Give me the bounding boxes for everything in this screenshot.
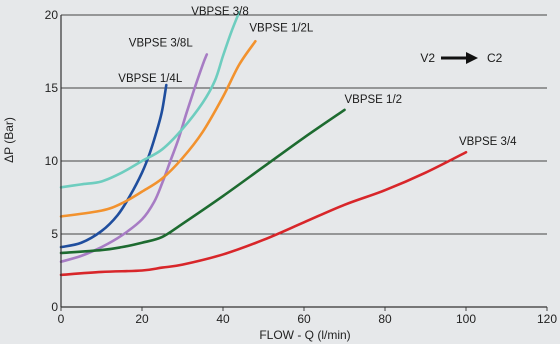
x-tick-label: 20 [135, 312, 149, 326]
x-tick-label: 80 [378, 312, 392, 326]
y-tick-label: 10 [45, 154, 59, 168]
series-line-vbpse-3-8 [59, 10, 241, 189]
x-tick-label: 0 [58, 312, 65, 326]
series-label-vbpse-1-2: VBPSE 1/2 [345, 94, 403, 106]
series-label-vbpse-1-4l: VBPSE 1/4L [118, 73, 183, 85]
annotation-from-label: V2 [420, 51, 435, 65]
axes [60, 15, 548, 311]
series-line-vbpse-1-4l [59, 83, 168, 249]
y-tick-label: 15 [45, 81, 59, 95]
series-label-vbpse-3-4: VBPSE 3/4 [459, 136, 517, 148]
x-axis-label: FLOW - Q (l/min) [259, 328, 350, 342]
series-line-vbpse-1-2 [59, 108, 346, 255]
series-label-vbpse-1-2l: VBPSE 1/2L [249, 22, 314, 34]
flow-direction-annotation: V2 C2 [420, 51, 502, 65]
annotation-arrow-head [466, 52, 478, 64]
y-tick-label: 20 [45, 8, 59, 22]
tick-labels: 0 5 10 15 20 0 20 40 60 80 100 120 [45, 8, 558, 326]
y-axis-label: ΔP (Bar) [2, 117, 16, 163]
series-label-vbpse-3-8l: VBPSE 3/8L [129, 37, 194, 49]
series-label-vbpse-3-8: VBPSE 3/8 [191, 6, 249, 18]
x-tick-label: 100 [456, 312, 476, 326]
series-line-vbpse-3-8l [59, 53, 209, 264]
y-tick-label: 5 [51, 227, 58, 241]
series-lines [59, 10, 468, 277]
x-tick-label: 60 [297, 312, 311, 326]
y-tick-label: 0 [51, 300, 58, 314]
x-tick-label: 120 [537, 312, 557, 326]
annotation-to-label: C2 [487, 51, 503, 65]
series-line-vbpse-3-4 [59, 150, 468, 277]
series-line-vbpse-1-2l [59, 39, 257, 218]
x-tick-label: 40 [216, 312, 230, 326]
